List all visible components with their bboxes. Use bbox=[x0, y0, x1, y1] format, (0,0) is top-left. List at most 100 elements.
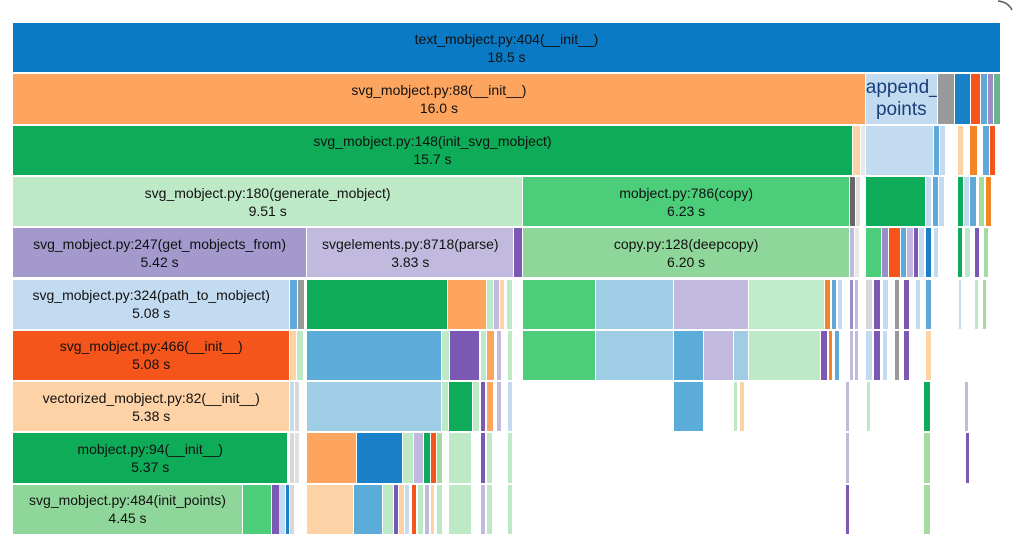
flame-frame-minor[interactable] bbox=[860, 125, 865, 175]
flame-frame-minor[interactable] bbox=[295, 433, 300, 483]
flame-frame-minor[interactable] bbox=[290, 484, 295, 534]
flame-frame-minor[interactable] bbox=[307, 330, 442, 381]
flame-frame-minor[interactable] bbox=[889, 228, 901, 278]
flame-frame-minor[interactable] bbox=[925, 228, 931, 278]
flame-frame-minor[interactable] bbox=[849, 330, 853, 381]
flame-frame-minor[interactable] bbox=[895, 279, 900, 329]
flame-frame-minor[interactable] bbox=[925, 176, 931, 227]
flame-frame-minor[interactable] bbox=[882, 330, 888, 381]
flame-frame[interactable]: text_mobject.py:404(__init__) 18.5 s bbox=[13, 23, 1000, 73]
flame-frame-minor[interactable] bbox=[865, 125, 933, 175]
flame-frame-minor[interactable] bbox=[882, 279, 889, 329]
flame-frame-minor[interactable] bbox=[825, 279, 831, 329]
flame-frame-minor[interactable] bbox=[417, 484, 423, 534]
flame-frame[interactable]: svg_mobject.py:324(path_to_mobject) 5.08 … bbox=[13, 279, 290, 329]
flame-frame[interactable]: vectorized_mobject.py:82(__init__) 5.38 s bbox=[13, 382, 290, 432]
flame-frame-minor[interactable] bbox=[849, 228, 854, 278]
flame-frame-minor[interactable] bbox=[958, 279, 962, 329]
flame-frame-minor[interactable] bbox=[449, 433, 471, 483]
flame-frame-minor[interactable] bbox=[413, 433, 423, 483]
flame-frame-minor[interactable] bbox=[821, 330, 828, 381]
flame-frame-minor[interactable] bbox=[480, 433, 485, 483]
flame-frame-minor[interactable] bbox=[866, 382, 870, 432]
flame-frame-minor[interactable] bbox=[873, 330, 880, 381]
flame-frame-minor[interactable] bbox=[295, 382, 300, 432]
flame-frame-minor[interactable] bbox=[424, 484, 429, 534]
flame-frame-minor[interactable] bbox=[448, 279, 486, 329]
flame-frame-minor[interactable] bbox=[740, 382, 745, 432]
flame-frame-minor[interactable] bbox=[933, 125, 939, 175]
flame-frame-minor[interactable] bbox=[933, 228, 938, 278]
flame-frame-minor[interactable] bbox=[442, 382, 449, 432]
flame-frame-minor[interactable] bbox=[924, 484, 930, 534]
flame-frame-minor[interactable] bbox=[507, 279, 513, 329]
flame-frame-minor[interactable] bbox=[290, 433, 295, 483]
flame-frame-minor[interactable] bbox=[904, 279, 910, 329]
flame-frame-minor[interactable] bbox=[450, 330, 479, 381]
flame-frame-minor[interactable] bbox=[674, 330, 703, 381]
flame-frame-minor[interactable] bbox=[596, 330, 674, 381]
flame-frame-minor[interactable] bbox=[854, 228, 859, 278]
flame-frame-minor[interactable] bbox=[411, 484, 416, 534]
flame-frame-minor[interactable] bbox=[865, 279, 872, 329]
flame-frame-minor[interactable] bbox=[846, 382, 849, 432]
flame-frame-minor[interactable] bbox=[486, 382, 493, 432]
flame-frame-minor[interactable] bbox=[994, 74, 1000, 124]
flame-frame-minor[interactable] bbox=[508, 484, 513, 534]
flame-frame-minor[interactable] bbox=[938, 176, 944, 227]
flame-frame-minor[interactable] bbox=[852, 125, 860, 175]
flame-frame-minor[interactable] bbox=[480, 382, 485, 432]
flame-frame-minor[interactable] bbox=[979, 176, 985, 227]
flame-frame-minor[interactable] bbox=[854, 279, 858, 329]
flame-frame-minor[interactable] bbox=[290, 382, 295, 432]
flame-frame-minor[interactable] bbox=[865, 228, 881, 278]
flame-frame-minor[interactable] bbox=[674, 279, 749, 329]
flame-frame-minor[interactable] bbox=[514, 228, 523, 278]
flame-frame-minor[interactable] bbox=[307, 484, 353, 534]
flame-frame-minor[interactable] bbox=[596, 279, 674, 329]
flame-frame-minor[interactable] bbox=[832, 279, 837, 329]
flame-frame-minor[interactable] bbox=[508, 330, 513, 381]
flame-frame-minor[interactable] bbox=[286, 484, 290, 534]
flame-frame-minor[interactable] bbox=[307, 433, 357, 483]
flame-frame-minor[interactable] bbox=[242, 484, 271, 534]
flame-frame-minor[interactable] bbox=[965, 382, 969, 432]
flame-frame-minor[interactable] bbox=[984, 228, 989, 278]
flame-frame-minor[interactable] bbox=[297, 330, 304, 381]
flame-frame-minor[interactable] bbox=[733, 382, 738, 432]
flame-frame[interactable]: mobject.py:786(copy) 6.23 s bbox=[523, 176, 849, 227]
flame-frame-minor[interactable] bbox=[486, 330, 494, 381]
flame-frame-minor[interactable] bbox=[981, 74, 988, 124]
flame-frame-minor[interactable] bbox=[496, 330, 501, 381]
flame-frame-minor[interactable] bbox=[919, 228, 924, 278]
flame-frame-minor[interactable] bbox=[703, 330, 733, 381]
flame-frame-minor[interactable] bbox=[907, 228, 914, 278]
flame-frame-minor[interactable] bbox=[449, 484, 471, 534]
flame-frame-minor[interactable] bbox=[975, 279, 979, 329]
flame-frame-minor[interactable] bbox=[904, 330, 910, 381]
flame-frame-minor[interactable] bbox=[975, 228, 980, 278]
flame-frame-minor[interactable] bbox=[957, 125, 964, 175]
flame-frame-minor[interactable] bbox=[449, 382, 472, 432]
flame-frame-minor[interactable] bbox=[353, 484, 383, 534]
flame-frame-minor[interactable] bbox=[431, 433, 437, 483]
flame-frame-minor[interactable] bbox=[290, 279, 298, 329]
flame-frame-minor[interactable] bbox=[480, 484, 485, 534]
flame-frame-minor[interactable] bbox=[924, 382, 930, 432]
flame-frame-minor[interactable] bbox=[493, 279, 499, 329]
flame-frame-minor[interactable] bbox=[437, 484, 443, 534]
flame-frame-minor[interactable] bbox=[849, 176, 855, 227]
flame-frame-minor[interactable] bbox=[442, 330, 450, 381]
flame-frame-minor[interactable] bbox=[939, 125, 945, 175]
flame-frame-minor[interactable] bbox=[854, 330, 858, 381]
flame-frame-minor[interactable] bbox=[749, 330, 821, 381]
flame-frame-minor[interactable] bbox=[966, 433, 970, 483]
flame-frame-minor[interactable] bbox=[749, 279, 825, 329]
flame-frame-minor[interactable] bbox=[925, 330, 931, 381]
flame-frame-minor[interactable] bbox=[986, 176, 992, 227]
flame-frame[interactable]: svg_mobject.py:148(init_svg_mobject) 15.7… bbox=[13, 125, 852, 175]
flame-frame-minor[interactable] bbox=[279, 484, 286, 534]
flame-frame[interactable]: svg_mobject.py:88(__init__) 16.0 s bbox=[13, 74, 865, 124]
flame-frame[interactable]: copy.py:128(deepcopy) 6.20 s bbox=[523, 228, 849, 278]
flame-frame-minor[interactable] bbox=[983, 125, 990, 175]
